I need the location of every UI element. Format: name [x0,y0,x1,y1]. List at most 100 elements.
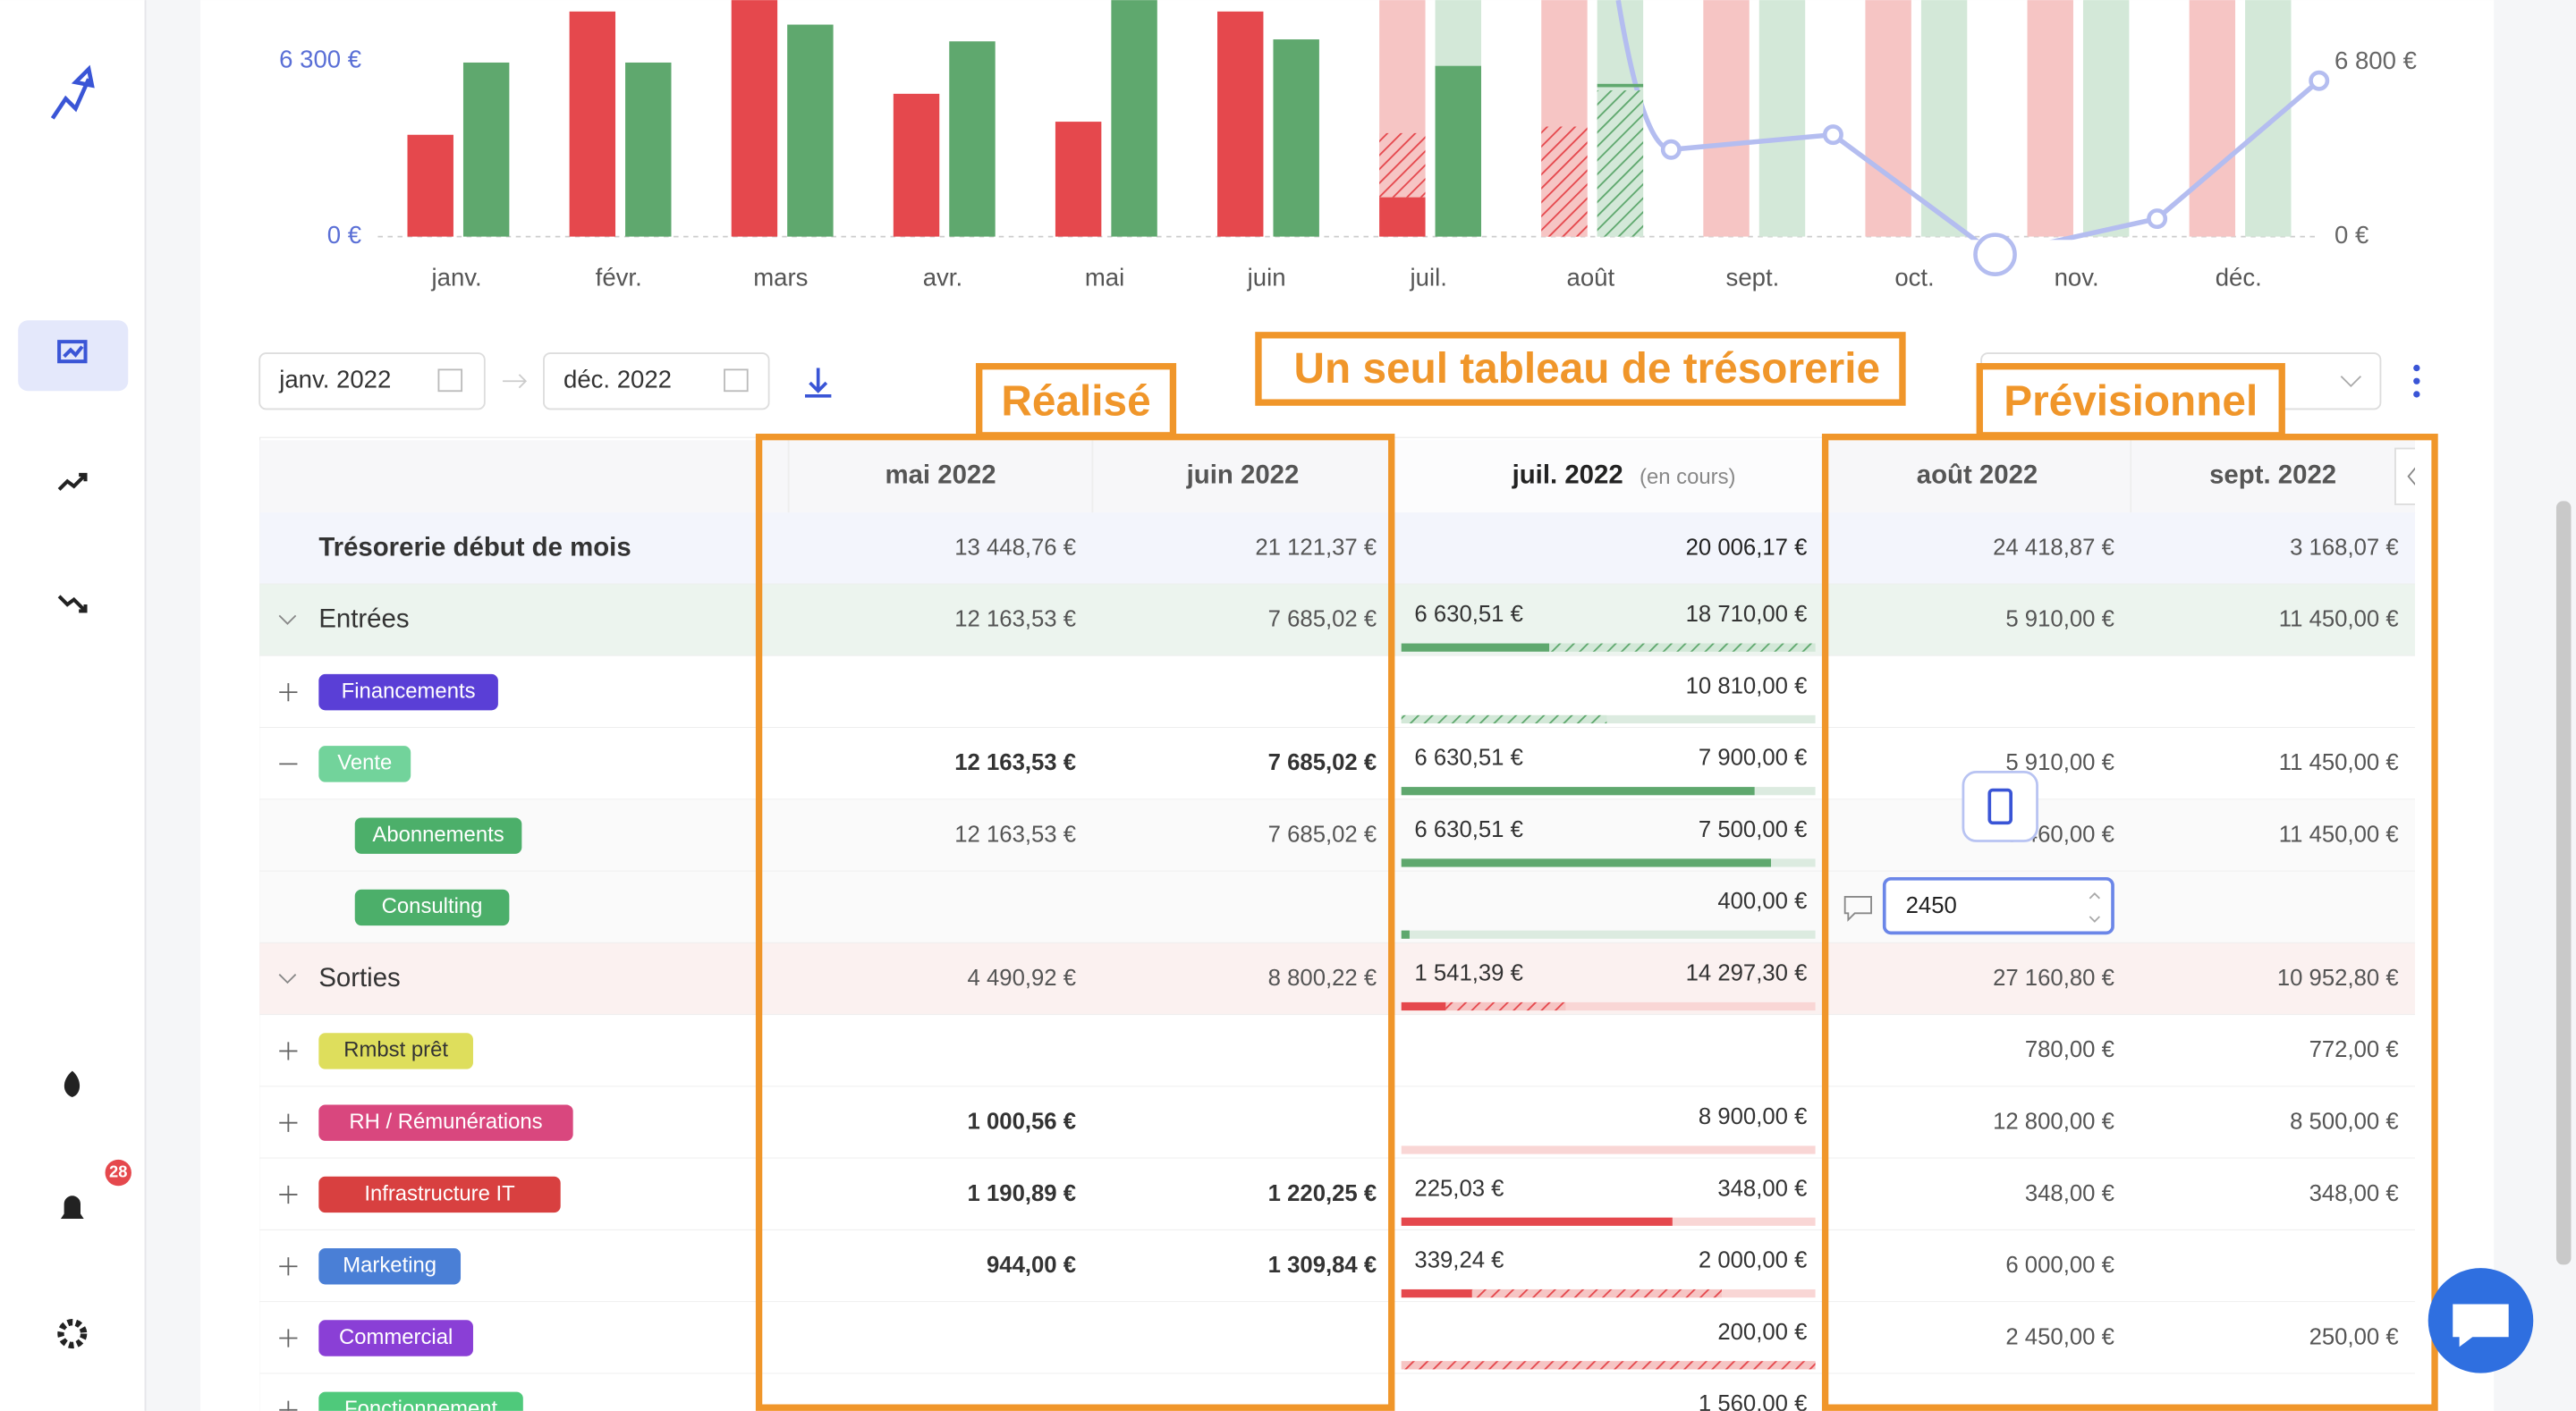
cell: 7 685,02 € [1268,822,1377,847]
cell: 250,00 € [2309,1324,2399,1349]
tag [318,1033,473,1069]
cell-editor: 2450 [1843,771,2114,935]
bar [462,62,510,237]
cell: 11 450,00 € [2279,607,2399,632]
pending-hatch [1597,90,1644,237]
cell: 11 450,00 € [2279,750,2399,775]
bar [2189,0,2236,237]
cell-forecast: 400,00 € [1717,889,1807,914]
nav-notifications[interactable] [60,1196,84,1219]
cell-forecast: 7 500,00 € [1699,817,1808,842]
chart: 0 € 6 300 € 0 € 6 800 € janv. févr. mars avr. ma… [279,0,2417,291]
scroll-left[interactable] [2394,447,2428,505]
cell: 772,00 € [2309,1037,2399,1062]
cell-realized: 1 541,39 € [1414,960,1523,985]
nav-in[interactable] [57,472,88,491]
tag [318,673,498,711]
bar [2245,0,2292,237]
progress-track [1401,714,1816,724]
progress [1401,1001,1446,1011]
menu-dot[interactable] [2413,364,2420,372]
cell: 20 006,17 € [1686,535,1808,560]
end-input[interactable] [543,352,770,410]
toggle[interactable] [279,1257,298,1276]
bar [1379,0,1426,237]
toggle[interactable] [279,1185,298,1204]
progress-hatch [1445,1001,1566,1011]
bar [1435,65,1481,237]
scrollbar [2555,501,2572,1265]
comment-icon[interactable] [1843,896,1872,922]
cell: 10 952,80 € [2277,966,2399,991]
calendar-icon [724,368,749,393]
x-tick-label: oct. [1894,264,1934,291]
cell: 1 220,25 € [1268,1181,1377,1206]
nav-burn[interactable] [64,1070,80,1098]
bar [407,134,453,237]
bar [2027,0,2073,237]
line-point [1822,124,1843,146]
logo[interactable] [50,64,95,120]
x-tick-label: nov. [2055,264,2099,291]
row-bg [259,727,2415,800]
cell-forecast: 7 900,00 € [1699,746,1808,771]
cell: 21 121,37 € [1255,535,1377,560]
column-header: août 2022 [1917,460,2038,490]
progress [1401,858,1771,867]
cell: 1 000,56 € [968,1110,1077,1135]
y2-tick-label: 0 € [2334,221,2368,249]
row-bg [259,1015,2415,1087]
start-date: janv. 2022 [278,366,391,393]
cell: 780,00 € [2025,1037,2114,1062]
download[interactable] [805,368,832,398]
cell: 3 168,07 € [2290,535,2399,560]
y2-tick-label: 6 800 € [2334,46,2417,74]
tag [318,1320,473,1356]
start-input[interactable] [258,352,486,410]
value-input[interactable] [1882,876,2114,935]
toggle[interactable] [279,683,298,702]
toggle[interactable] [278,614,297,625]
nav-dashboard[interactable] [18,320,129,392]
toggle[interactable] [279,1400,298,1411]
toggle[interactable] [279,1113,298,1132]
annotation: Un seul tableau de trésorerie [1294,345,1880,393]
progress [1401,643,1550,652]
calculator-button[interactable] [1962,771,2038,842]
bar [1273,39,1319,237]
bar [787,24,834,237]
toggle[interactable] [279,1329,298,1348]
tag-label: Marketing [343,1254,436,1278]
spinner[interactable] [2089,892,2100,923]
menu-dot [2413,391,2420,398]
row-bg [259,1086,2415,1159]
chat-icon [2453,1304,2509,1348]
cell: 24 418,87 € [1993,535,2114,560]
toggle[interactable] [278,974,297,984]
divider [144,0,147,1411]
row-bg [259,584,2415,656]
nav-out[interactable] [57,595,88,613]
toggle[interactable] [279,1042,298,1060]
bar [1920,0,1968,237]
nav-settings[interactable] [57,1319,88,1349]
tag-label: Commercial [339,1325,453,1349]
progress [1401,787,1755,796]
bar [1865,0,1911,237]
bar [949,41,996,237]
progress-track [1401,930,1816,939]
cell: 12 800,00 € [1993,1110,2114,1135]
progress-hatch [1401,714,1607,724]
progress-hatch [1471,1288,1722,1298]
tag-label: Infrastructure IT [364,1181,515,1205]
line [1671,79,2321,241]
annotation-box [1976,363,2285,439]
nav-dashboard-icon [57,340,88,364]
cell-forecast: 10 810,00 € [1686,673,1808,698]
input-value: 2450 [1906,893,1957,918]
cell-realized: 225,03 € [1414,1176,1504,1201]
tag [354,889,510,926]
x-tick-label: août [1567,264,1615,291]
tag-label: Abonnements [372,823,504,847]
